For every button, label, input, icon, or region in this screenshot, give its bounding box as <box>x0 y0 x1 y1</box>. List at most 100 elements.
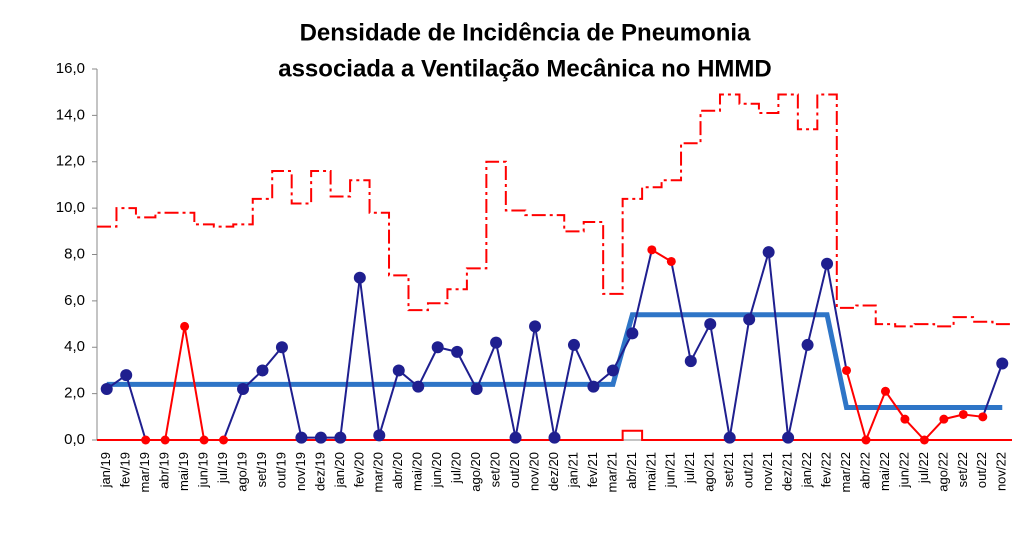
y-tick-label: 12,0 <box>56 153 85 170</box>
y-tick-label: 2,0 <box>64 385 85 402</box>
data-segment <box>280 347 303 438</box>
data-segment <box>631 249 653 334</box>
data-point <box>958 409 968 419</box>
data-point <box>821 257 834 270</box>
x-tick-label: jul/21 <box>682 452 697 484</box>
x-tick-label: abr/20 <box>390 452 405 489</box>
x-tick-label: out/21 <box>741 452 756 488</box>
x-tick-label: mai/22 <box>877 452 892 491</box>
data-segment <box>514 326 537 438</box>
data-segment <box>339 277 361 438</box>
x-tick-label: jun/21 <box>663 452 678 488</box>
data-point <box>275 341 288 354</box>
data-segment <box>689 323 712 362</box>
data-point <box>900 414 910 424</box>
data-point <box>626 327 639 340</box>
x-tick-label: jul/20 <box>449 452 464 484</box>
chart-title: associada a Ventilação Mecânica no HMMD <box>278 55 772 82</box>
data-segment <box>845 370 867 441</box>
data-segment <box>125 374 147 441</box>
x-tick-label: out/19 <box>273 452 288 488</box>
control-limit <box>97 429 1012 441</box>
y-tick-label: 4,0 <box>64 338 85 355</box>
data-segment <box>767 252 790 438</box>
data-point <box>180 321 190 331</box>
x-tick-label: set/21 <box>721 452 736 487</box>
center-line <box>106 312 1003 411</box>
data-segment <box>826 263 848 371</box>
data-point <box>723 431 736 444</box>
x-tick-label: mai/19 <box>176 452 191 491</box>
data-point <box>237 382 250 395</box>
data-point <box>782 431 795 444</box>
data-segment <box>612 332 634 371</box>
x-tick-label: ago/21 <box>702 452 717 492</box>
x-tick-label: mar/20 <box>371 452 386 492</box>
data-segment <box>709 323 731 438</box>
data-segment <box>475 342 498 390</box>
x-tick-label: dez/21 <box>780 452 795 491</box>
data-point <box>684 355 697 368</box>
y-tick-label: 14,0 <box>56 106 85 123</box>
data-segment <box>981 363 1004 418</box>
x-tick-label: out/22 <box>974 452 989 488</box>
x-tick-label: abr/19 <box>157 452 172 489</box>
x-tick-label: jun/19 <box>196 452 211 488</box>
data-point <box>996 357 1009 370</box>
data-point <box>606 364 619 377</box>
x-tick-label: ago/22 <box>935 452 950 492</box>
data-point <box>160 435 170 445</box>
x-tick-label: jul/22 <box>916 452 931 484</box>
x-tick-label: nov/21 <box>760 452 775 491</box>
x-tick-label: jun/22 <box>896 452 911 488</box>
data-point <box>451 345 464 358</box>
data-segment <box>904 418 926 441</box>
x-tick-label: abr/21 <box>624 452 639 489</box>
data-point <box>334 431 347 444</box>
x-tick-label: fev/22 <box>818 452 833 487</box>
y-tick-label: 0,0 <box>64 431 85 448</box>
data-point <box>199 435 209 445</box>
data-segment <box>378 370 400 436</box>
x-tick-label: nov/19 <box>293 452 308 491</box>
data-segment <box>573 344 595 388</box>
x-tick-label: ago/20 <box>468 452 483 492</box>
data-point <box>801 338 814 351</box>
x-tick-label: mar/21 <box>604 452 619 492</box>
data-point <box>509 431 522 444</box>
x-tick-label: jan/20 <box>332 452 347 488</box>
data-segment <box>748 251 770 320</box>
data-point <box>842 365 852 375</box>
data-point <box>392 364 405 377</box>
data-point <box>704 318 717 331</box>
x-tick-label: out/20 <box>507 452 522 488</box>
y-tick-label: 6,0 <box>64 292 85 309</box>
data-point <box>100 382 113 395</box>
data-segment <box>495 342 517 438</box>
data-point <box>295 431 308 444</box>
x-tick-label: mar/19 <box>137 452 152 492</box>
data-segment <box>865 390 887 441</box>
x-tick-label: abr/22 <box>857 452 872 489</box>
x-tick-label: jul/19 <box>215 452 230 484</box>
data-segment <box>222 388 244 441</box>
data-segment <box>417 346 439 388</box>
data-segment <box>164 326 186 441</box>
data-point <box>548 431 561 444</box>
data-point <box>919 435 929 445</box>
x-tick-label: dez/19 <box>312 452 327 491</box>
data-segment <box>670 261 692 362</box>
x-tick-label: jun/20 <box>429 452 444 488</box>
data-point <box>743 313 756 326</box>
data-segment <box>806 263 829 346</box>
x-tick-label: fev/20 <box>351 452 366 487</box>
x-tick-label: ago/19 <box>234 452 249 492</box>
x-tick-label: mar/22 <box>838 452 853 492</box>
y-tick-label: 10,0 <box>56 199 85 216</box>
data-point <box>666 256 676 266</box>
x-tick-label: set/22 <box>955 452 970 487</box>
x-tick-label: fev/19 <box>118 452 133 487</box>
data-segment <box>456 351 478 390</box>
y-tick-label: 16,0 <box>56 60 85 77</box>
